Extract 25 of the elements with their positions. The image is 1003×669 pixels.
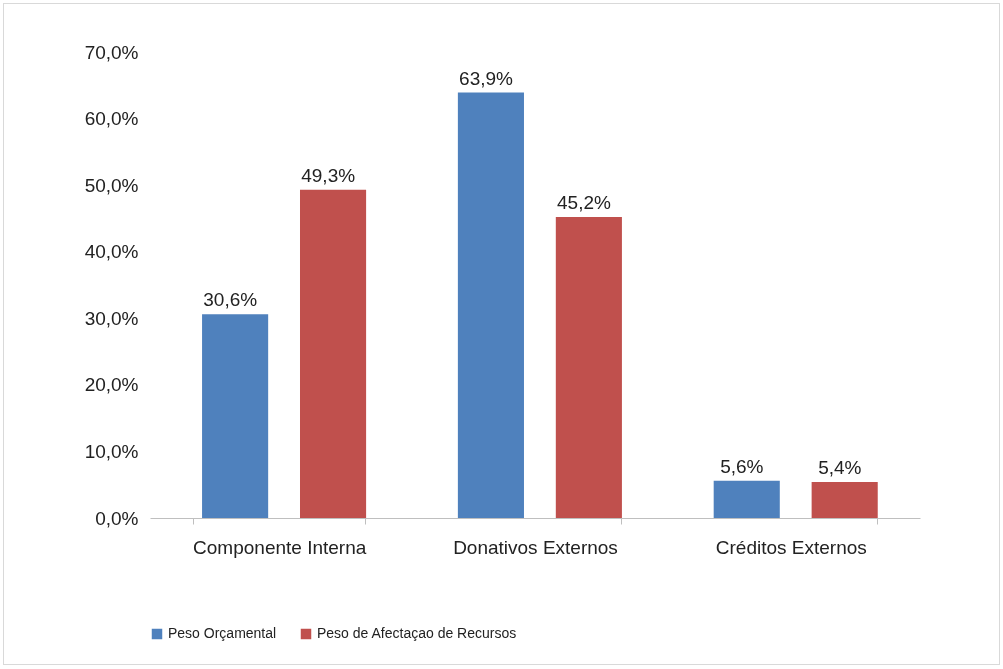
x-tick-label: Créditos Externos [715,536,867,558]
data-label: 5,4% [818,457,862,479]
bar [811,482,878,518]
legend-label: Peso Orçamental [168,625,277,641]
data-label: 5,6% [720,455,764,477]
bar [300,189,367,518]
bar [555,217,622,518]
bar [202,314,269,518]
y-tick-label: 0,0% [95,507,139,529]
y-tick-label: 20,0% [84,374,139,396]
y-tick-label: 30,0% [84,307,139,329]
data-label: 63,9% [459,67,514,89]
y-tick-label: 40,0% [84,241,139,263]
bar [713,480,780,518]
y-tick-label: 50,0% [84,174,139,196]
bar [457,92,524,518]
legend-label: Peso de Afectaçao de Recursos [317,625,517,641]
x-tick-label: Donativos Externos [453,536,618,558]
x-tick-label: Componente Interna [193,536,367,558]
y-tick-label: 60,0% [84,108,139,130]
y-tick-label: 70,0% [84,41,139,63]
data-label: 49,3% [301,164,356,186]
y-tick-label: 10,0% [84,440,139,462]
data-label: 30,6% [203,289,258,311]
data-label: 45,2% [557,192,612,214]
